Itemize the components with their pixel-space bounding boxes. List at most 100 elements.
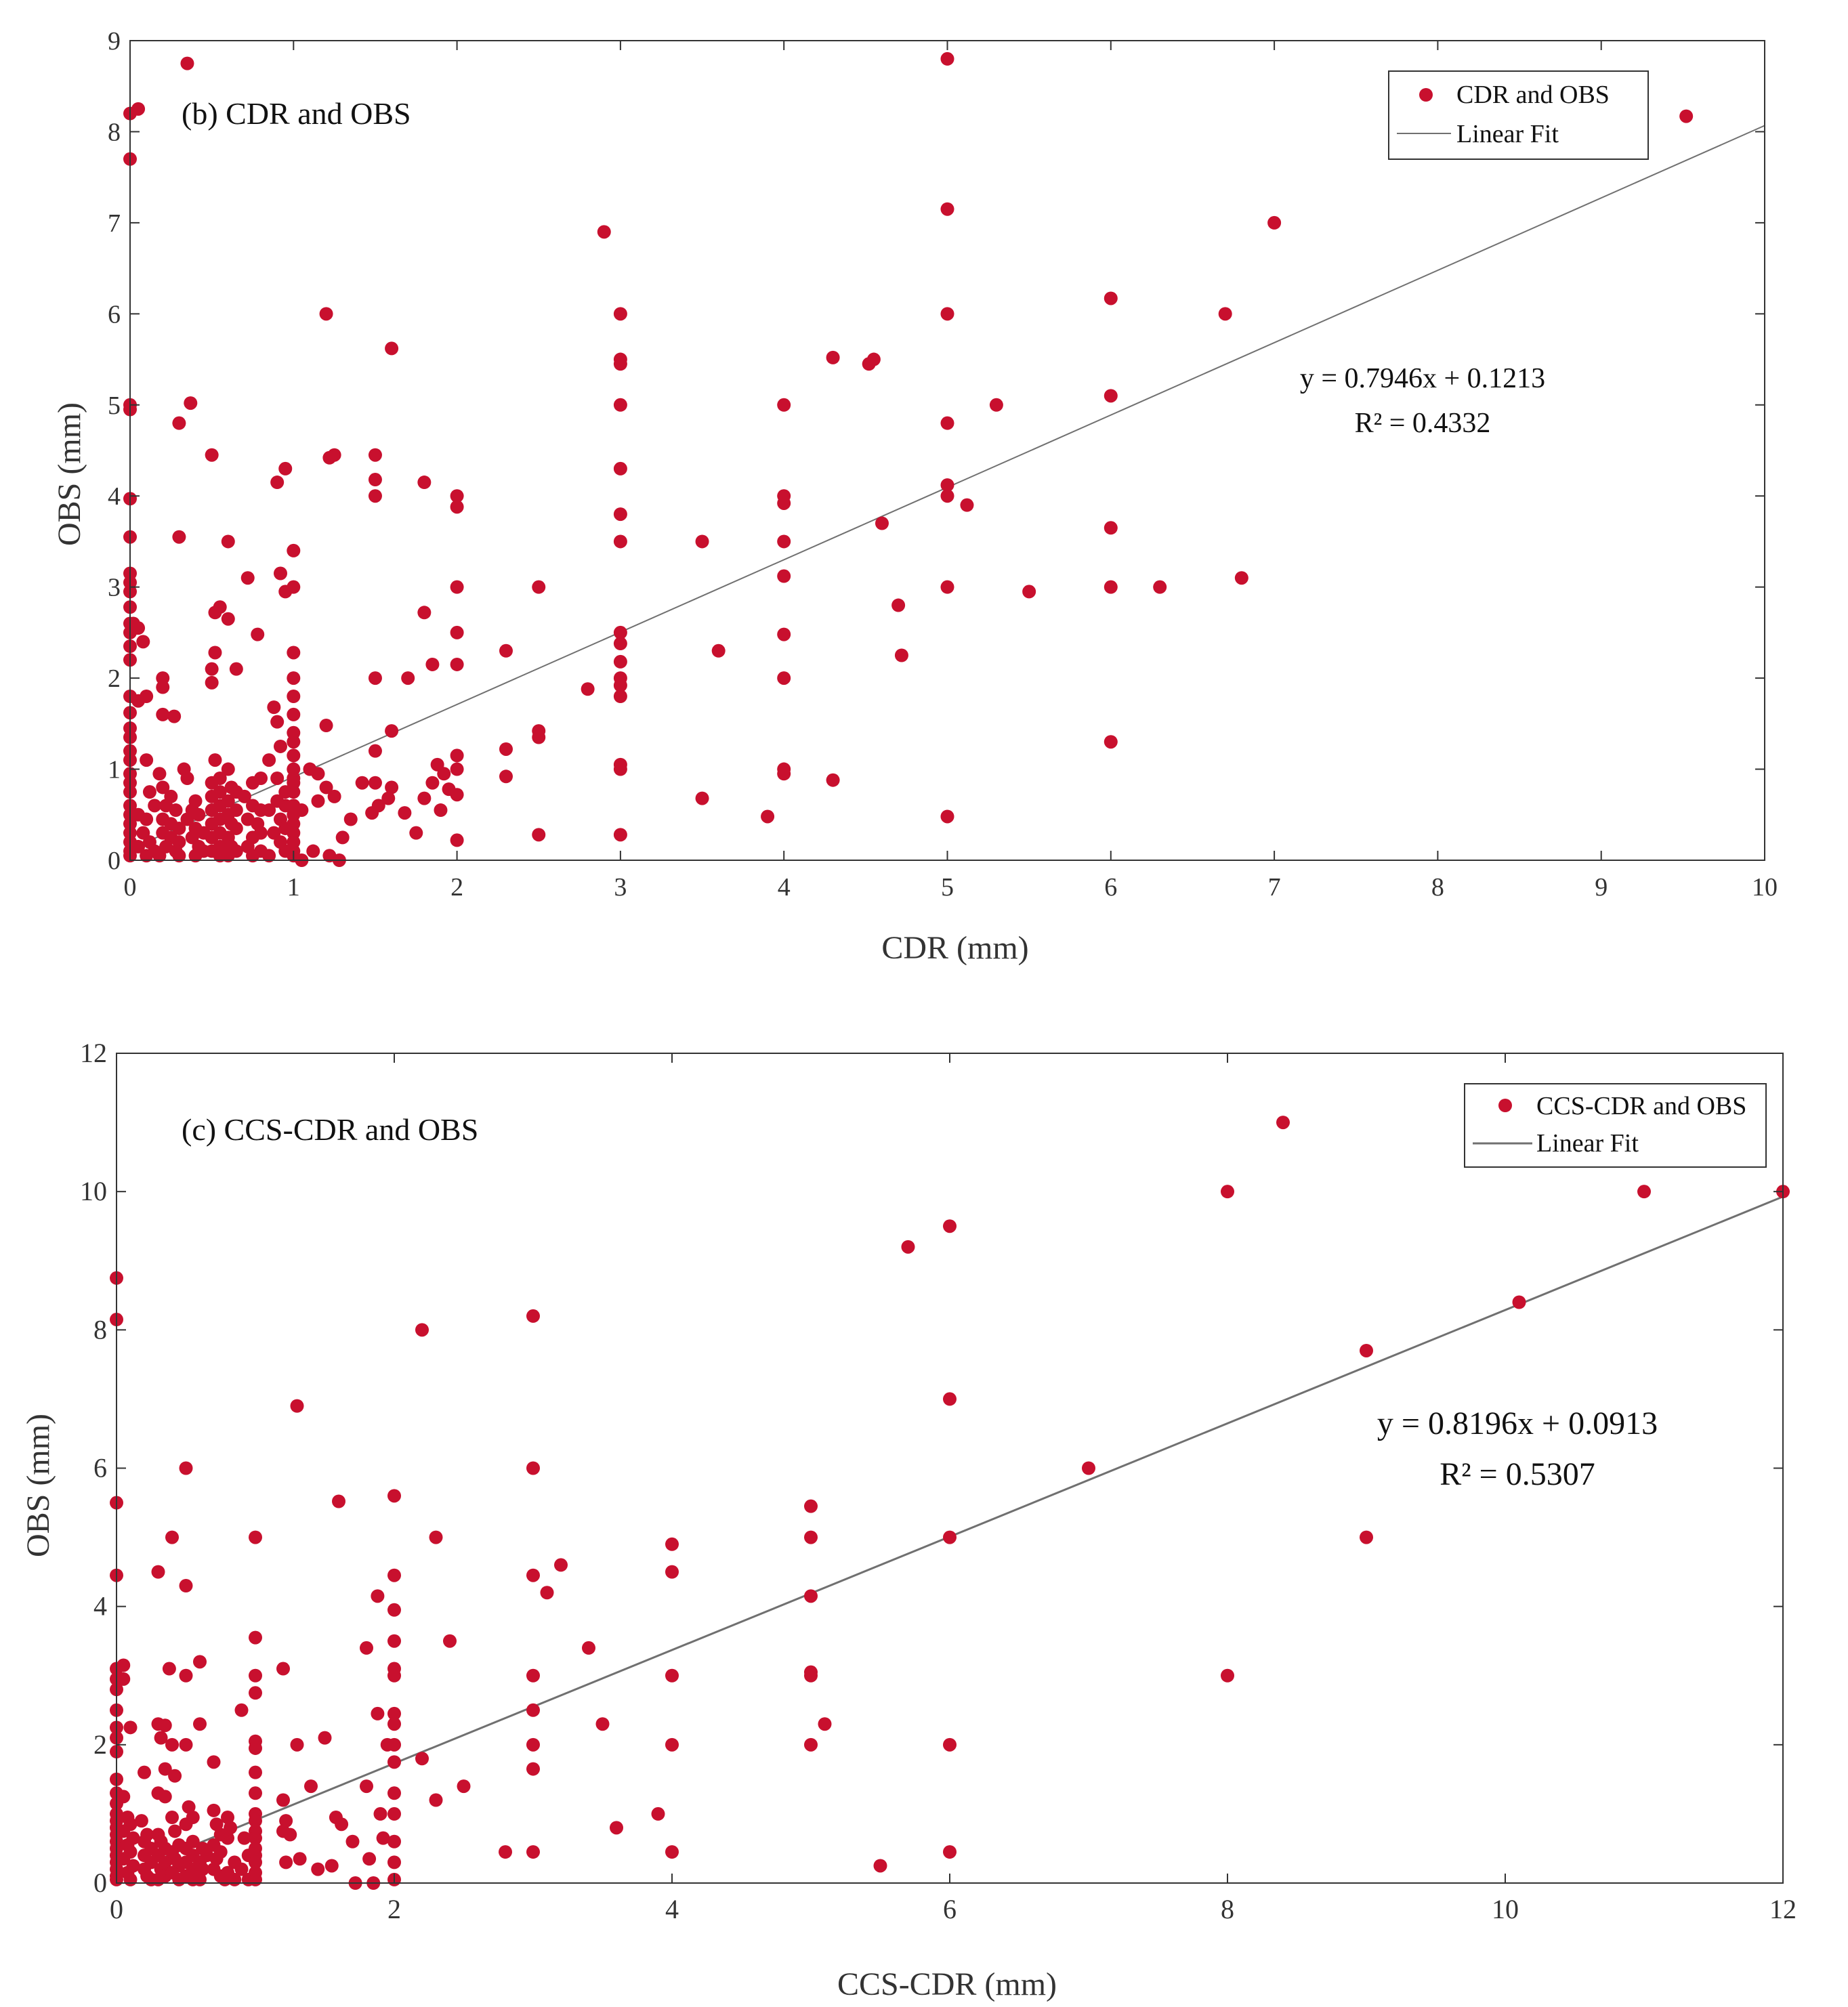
data-point (450, 657, 464, 671)
panel-title: (b) CDR and OBS (182, 96, 411, 131)
data-point (168, 1769, 182, 1783)
data-point (287, 580, 301, 594)
data-point (651, 1807, 665, 1821)
data-point (499, 742, 513, 756)
data-point (695, 534, 709, 549)
x-tick-label: 3 (614, 873, 627, 902)
data-point (373, 1807, 387, 1821)
data-point (437, 767, 451, 781)
data-point (295, 803, 309, 818)
y-tick-label: 2 (93, 1729, 107, 1760)
y-tick-label: 8 (93, 1314, 107, 1345)
data-point (249, 1630, 262, 1645)
data-point (221, 612, 235, 626)
data-point (901, 1240, 915, 1254)
data-point (665, 1737, 679, 1752)
data-point (324, 1859, 339, 1873)
data-point (940, 416, 954, 430)
data-point (1276, 1116, 1290, 1130)
data-point (443, 1634, 457, 1648)
data-point (182, 1800, 196, 1814)
x-tick-label: 10 (1752, 873, 1778, 902)
x-tick-label: 0 (110, 1894, 123, 1924)
y-tick-label: 1 (108, 756, 121, 784)
data-point (425, 657, 440, 671)
data-point (866, 352, 881, 366)
data-point (943, 1530, 957, 1544)
data-point (434, 803, 448, 818)
data-point (311, 1862, 325, 1876)
data-point (613, 828, 627, 842)
data-point (165, 1530, 179, 1544)
data-point (193, 1872, 207, 1886)
x-tick-label: 2 (387, 1894, 401, 1924)
data-point (387, 1755, 401, 1769)
data-point (1104, 580, 1118, 594)
data-point (368, 448, 382, 462)
data-point (940, 202, 954, 216)
x-axis-title: CCS-CDR (mm) (837, 1966, 1057, 2002)
y-tick-label: 8 (108, 118, 121, 146)
data-point (158, 1762, 172, 1776)
data-point (196, 1862, 210, 1876)
data-point (665, 1845, 679, 1859)
data-point (450, 489, 464, 503)
data-points (110, 1116, 1790, 1890)
data-point (532, 580, 546, 594)
data-point (613, 678, 627, 692)
data-point (368, 473, 382, 487)
data-point (526, 1568, 540, 1582)
data-point (273, 739, 287, 753)
data-point (179, 1817, 193, 1832)
x-tick-label: 1 (287, 873, 300, 902)
data-point (208, 646, 222, 660)
data-point (1267, 215, 1282, 230)
data-point (526, 1762, 540, 1776)
data-point (711, 643, 726, 658)
data-point (180, 56, 194, 70)
data-point (385, 341, 399, 356)
data-point (207, 1803, 221, 1817)
data-point (387, 1855, 401, 1869)
data-point (425, 776, 440, 790)
data-point (1153, 580, 1167, 594)
data-point (209, 1852, 224, 1866)
data-point (273, 566, 287, 580)
data-point (610, 1821, 623, 1835)
data-point (1637, 1185, 1651, 1199)
data-point (499, 1845, 512, 1859)
data-point (158, 1718, 172, 1733)
data-point (894, 648, 908, 662)
data-point (262, 803, 276, 818)
data-point (169, 803, 183, 818)
data-point (117, 1824, 131, 1838)
data-point (1104, 521, 1118, 535)
data-point (777, 534, 791, 549)
data-point (179, 1461, 193, 1475)
data-point (665, 1668, 679, 1683)
data-point (613, 307, 627, 321)
data-point (526, 1703, 540, 1717)
data-point (1512, 1295, 1526, 1309)
data-point (526, 1845, 540, 1859)
data-point (123, 1872, 138, 1886)
data-point (262, 753, 276, 767)
x-tick-label: 9 (1595, 873, 1608, 902)
data-point (1221, 1668, 1234, 1683)
data-point (172, 416, 186, 430)
data-point (540, 1586, 554, 1600)
data-point (205, 662, 219, 676)
data-point (940, 307, 954, 321)
data-point (205, 448, 219, 462)
data-point (387, 1706, 401, 1720)
r-squared: R² = 0.4332 (1355, 408, 1491, 439)
data-point (1234, 571, 1248, 585)
data-point (345, 1834, 360, 1848)
data-point (376, 1831, 390, 1845)
x-tick-label: 8 (1221, 1894, 1234, 1924)
data-point (123, 1720, 138, 1735)
data-point (188, 849, 203, 863)
x-tick-label: 2 (450, 873, 463, 902)
data-point (368, 671, 382, 685)
data-point (360, 1641, 373, 1655)
